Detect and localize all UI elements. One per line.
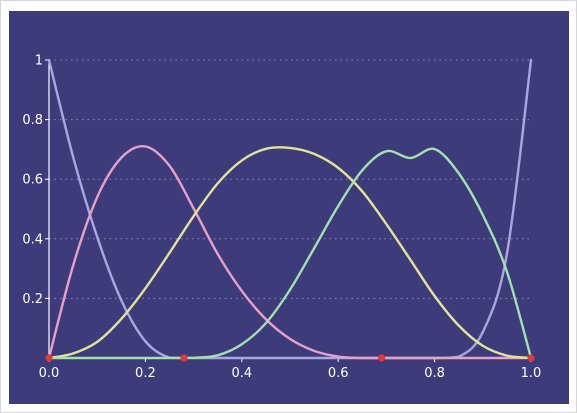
x-tick-label-5: 1.0	[521, 366, 542, 381]
knot-markers	[45, 354, 535, 362]
x-tick-label-4: 0.8	[424, 366, 445, 381]
series-curves	[47, 58, 533, 360]
grid-lines	[49, 59, 531, 299]
x-tick-label-3: 0.6	[328, 366, 349, 381]
y-tick-label-1: 0.4	[22, 232, 43, 247]
y-tick-label-3: 0.8	[22, 113, 43, 128]
y-tick-label-0: 0.2	[22, 292, 43, 307]
bspline-basis-chart: 0.0 0.2 0.4 0.6 0.8 1.0 0.2 0.4 0.6 0.8 1	[9, 11, 569, 404]
knot-marker-2	[377, 354, 386, 362]
x-tick-label-2: 0.4	[231, 366, 252, 381]
series-line-0	[47, 58, 533, 360]
y-tick-label-2: 0.6	[22, 173, 43, 188]
x-tick-label-1: 0.2	[135, 366, 156, 381]
series-line-2	[47, 146, 533, 360]
x-tick-label-0: 0.0	[39, 366, 60, 381]
series-line-3	[47, 147, 533, 360]
knot-marker-0	[45, 354, 53, 362]
tick-labels: 0.0 0.2 0.4 0.6 0.8 1.0 0.2 0.4 0.6 0.8 1	[22, 54, 541, 382]
knot-marker-1	[180, 354, 188, 362]
series-line-1	[47, 144, 533, 360]
knot-marker-3	[527, 354, 535, 362]
y-tick-label-4: 1	[35, 54, 43, 69]
